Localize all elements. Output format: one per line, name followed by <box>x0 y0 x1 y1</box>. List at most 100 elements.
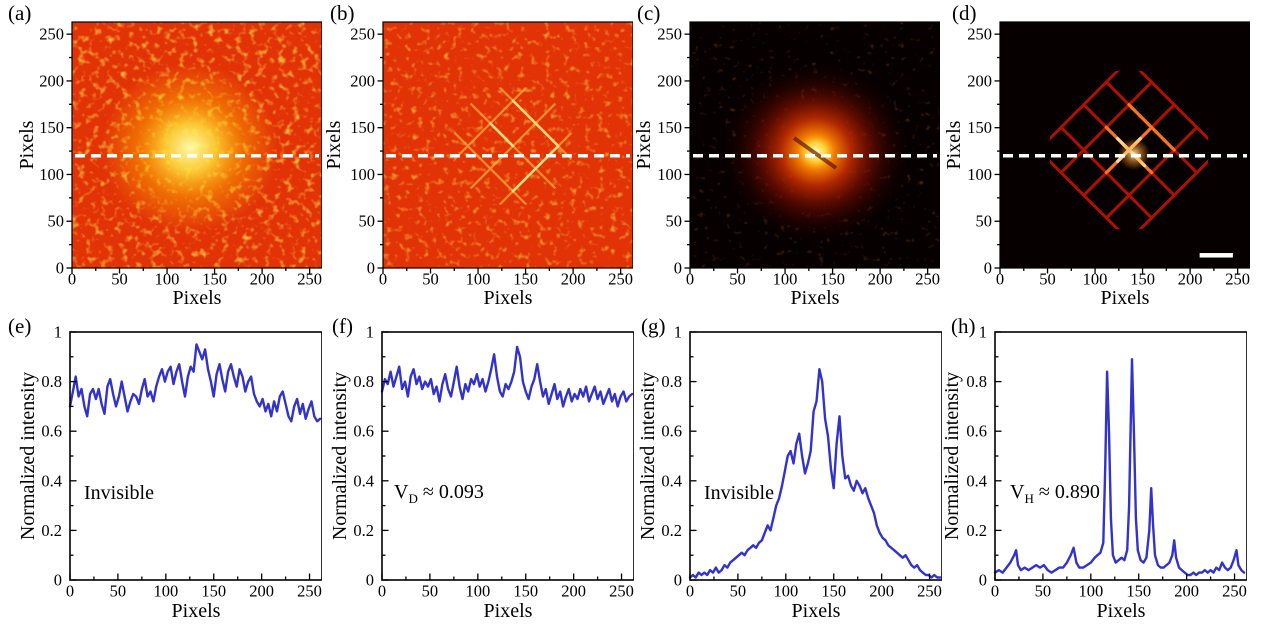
svg-text:100: 100 <box>350 165 375 184</box>
panel-label-a: (a) <box>8 1 32 25</box>
svg-text:0: 0 <box>366 571 374 590</box>
svg-text:250: 250 <box>915 270 940 289</box>
annotation-subscript: H <box>1024 491 1034 506</box>
svg-text:50: 50 <box>1039 270 1056 289</box>
svg-text:0.2: 0.2 <box>353 521 374 540</box>
panel-label-f: (f) <box>332 314 353 338</box>
svg-text:50: 50 <box>48 212 65 231</box>
yaxis-label-b: Pixels <box>323 120 345 170</box>
panel-label-h: (h) <box>951 314 976 338</box>
panel-label-b: (b) <box>330 1 355 25</box>
svg-text:250: 250 <box>917 582 942 601</box>
yaxis-label-a: Pixels <box>16 120 38 170</box>
annotation-subscript: D <box>408 491 418 506</box>
svg-text:1: 1 <box>366 323 374 342</box>
svg-text:50: 50 <box>110 582 127 601</box>
svg-text:100: 100 <box>466 270 491 289</box>
svg-text:0: 0 <box>686 270 694 289</box>
xaxis-label-c: Pixels <box>790 287 840 309</box>
svg-text:50: 50 <box>422 270 439 289</box>
svg-text:0.2: 0.2 <box>966 521 987 540</box>
panel-label-d: (d) <box>952 1 977 25</box>
svg-text:1: 1 <box>979 323 987 342</box>
svg-text:150: 150 <box>201 582 226 601</box>
svg-text:200: 200 <box>250 270 275 289</box>
svg-text:0.4: 0.4 <box>41 471 62 490</box>
heatmap-a-image <box>72 22 322 268</box>
tick-labels: 0 50 100 150 200 250 0 50 100 150 200 250 <box>967 25 1250 289</box>
annotation-visibility-f: VD ≈ 0.093 <box>394 480 484 507</box>
annotation-text: Invisible <box>704 482 774 504</box>
svg-text:100: 100 <box>773 582 798 601</box>
svg-text:150: 150 <box>821 582 846 601</box>
svg-text:250: 250 <box>609 582 634 601</box>
svg-text:50: 50 <box>422 582 439 601</box>
panel-a-heatmap: 0 50 100 150 200 250 0 50 100 150 200 250 <box>39 21 322 289</box>
svg-text:0.6: 0.6 <box>41 422 62 441</box>
xaxis-label-h: Pixels <box>1096 600 1146 622</box>
svg-text:0: 0 <box>54 571 62 590</box>
svg-text:100: 100 <box>153 582 178 601</box>
intensity-trace <box>68 343 322 423</box>
axes <box>66 21 322 274</box>
annotation-visibility-h: VH ≈ 0.890 <box>1010 480 1100 507</box>
annotation-invisible-e: Invisible <box>84 481 154 508</box>
axes <box>994 21 1250 274</box>
heatmap-d-image <box>1000 22 1250 268</box>
svg-text:0.8: 0.8 <box>661 372 682 391</box>
svg-text:200: 200 <box>561 270 586 289</box>
svg-text:150: 150 <box>513 582 538 601</box>
svg-text:0: 0 <box>984 259 992 278</box>
svg-text:150: 150 <box>513 270 538 289</box>
svg-text:250: 250 <box>297 582 322 601</box>
axes <box>689 331 942 581</box>
svg-text:250: 250 <box>967 25 992 44</box>
svg-text:200: 200 <box>869 582 894 601</box>
annotation-text: V <box>394 481 409 503</box>
svg-text:150: 150 <box>1126 582 1151 601</box>
panel-label-g: (g) <box>641 314 666 338</box>
svg-text:100: 100 <box>39 165 64 184</box>
svg-text:250: 250 <box>1225 270 1250 289</box>
svg-text:0.6: 0.6 <box>966 422 987 441</box>
svg-text:0: 0 <box>56 259 64 278</box>
svg-text:50: 50 <box>359 212 376 231</box>
svg-text:200: 200 <box>561 582 586 601</box>
svg-text:0.2: 0.2 <box>661 521 682 540</box>
xaxis-label-g: Pixels <box>791 600 841 622</box>
scale-bar <box>1199 253 1233 258</box>
tick-labels: 0 50 100 150 200 250 0 50 100 150 200 250 <box>39 25 322 289</box>
svg-text:250: 250 <box>657 25 682 44</box>
svg-text:150: 150 <box>820 270 845 289</box>
svg-text:200: 200 <box>39 71 64 90</box>
panel-f-plot: 0 50 100 150 200 250 0 0.2 0.4 0.6 0.8 1 <box>353 323 634 601</box>
svg-text:200: 200 <box>249 582 274 601</box>
svg-text:150: 150 <box>202 270 227 289</box>
svg-text:150: 150 <box>39 118 64 137</box>
svg-text:0: 0 <box>379 270 387 289</box>
svg-text:100: 100 <box>1083 270 1108 289</box>
svg-text:50: 50 <box>730 582 747 601</box>
xaxis-label-a: Pixels <box>172 287 222 309</box>
annotation-text: V <box>1010 481 1025 503</box>
svg-text:100: 100 <box>155 270 180 289</box>
svg-text:100: 100 <box>967 165 992 184</box>
svg-text:150: 150 <box>657 118 682 137</box>
tick-labels: 0 50 100 150 200 250 0 0.2 0.4 0.6 0.8 1 <box>661 323 942 601</box>
panel-label-e: (e) <box>8 314 32 338</box>
intensity-trace <box>380 345 634 408</box>
svg-text:150: 150 <box>967 118 992 137</box>
intensity-trace <box>993 358 1246 577</box>
axes <box>381 331 634 581</box>
svg-text:200: 200 <box>657 71 682 90</box>
annotation-text: Invisible <box>84 482 154 504</box>
svg-text:1: 1 <box>674 323 682 342</box>
svg-text:200: 200 <box>967 71 992 90</box>
yaxis-label-h: Normalized intensity <box>941 371 963 541</box>
svg-text:200: 200 <box>868 270 893 289</box>
svg-text:1: 1 <box>54 323 62 342</box>
svg-text:0: 0 <box>367 259 375 278</box>
svg-text:200: 200 <box>1178 270 1203 289</box>
svg-text:0.4: 0.4 <box>966 471 987 490</box>
panel-g-plot: 0 50 100 150 200 250 0 0.2 0.4 0.6 0.8 1 <box>661 323 942 601</box>
